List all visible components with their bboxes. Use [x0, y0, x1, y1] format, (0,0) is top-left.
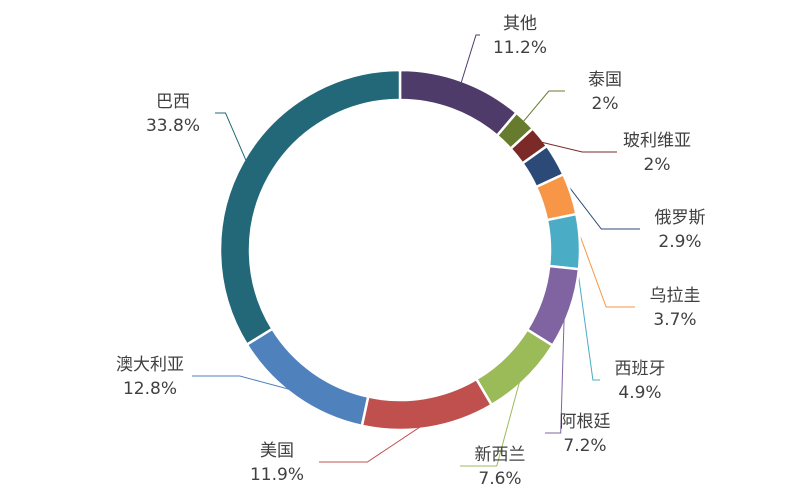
slice-label-name: 巴西: [156, 92, 190, 112]
slice-label-value: 2.9%: [658, 232, 701, 252]
slice-label-name: 玻利维亚: [623, 131, 691, 151]
slice-label-name: 美国: [260, 441, 294, 461]
slice-label-value: 12.8%: [123, 379, 177, 399]
donut-slice: [245, 327, 370, 428]
slice-label-name: 其他: [503, 14, 537, 34]
slice-label-name: 澳大利亚: [116, 355, 184, 375]
donut-slice: [218, 68, 402, 347]
slice-label-value: 2%: [592, 94, 619, 114]
slice-label-value: 2%: [644, 155, 671, 175]
slice-label-name: 泰国: [588, 70, 622, 90]
leader-line: [535, 140, 617, 153]
slice-label-name: 西班牙: [615, 359, 666, 379]
slice-label-value: 7.6%: [478, 469, 521, 489]
leader-line: [459, 34, 480, 87]
slice-label-value: 33.8%: [146, 116, 200, 136]
slice-label-value: 7.2%: [563, 436, 606, 456]
slice-label-name: 阿根廷: [560, 412, 611, 432]
leader-line: [192, 375, 300, 393]
slice-label-name: 俄罗斯: [655, 208, 706, 228]
slice-label-value: 11.2%: [493, 38, 547, 58]
slice-label-value: 4.9%: [618, 383, 661, 403]
slice-label-name: 乌拉圭: [650, 286, 701, 306]
slice-label-name: 新西兰: [475, 445, 526, 465]
donut-slice: [545, 212, 582, 271]
leader-line: [573, 241, 600, 381]
donut-slice: [398, 68, 519, 138]
leader-line: [545, 306, 565, 434]
leader-line: [460, 374, 522, 467]
leader-line: [520, 90, 565, 125]
leader-line: [215, 112, 249, 166]
slice-label-value: 11.9%: [250, 465, 304, 485]
slice-label-value: 3.7%: [653, 310, 696, 330]
leader-line: [319, 421, 429, 463]
donut-slice: [474, 327, 555, 407]
